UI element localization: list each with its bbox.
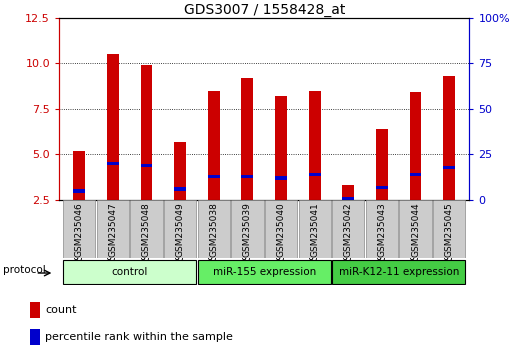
- FancyBboxPatch shape: [400, 200, 432, 258]
- Text: percentile rank within the sample: percentile rank within the sample: [45, 332, 233, 342]
- Bar: [174, 142, 186, 200]
- Text: GSM235041: GSM235041: [310, 202, 319, 257]
- FancyBboxPatch shape: [265, 200, 297, 258]
- Bar: [242, 78, 253, 200]
- FancyBboxPatch shape: [198, 200, 230, 258]
- Text: GSM235049: GSM235049: [175, 202, 185, 257]
- Bar: [30, 329, 41, 345]
- FancyBboxPatch shape: [332, 200, 364, 258]
- Bar: [208, 91, 220, 200]
- FancyBboxPatch shape: [433, 200, 465, 258]
- Text: protocol: protocol: [3, 266, 46, 275]
- FancyBboxPatch shape: [332, 260, 465, 284]
- Text: GSM235043: GSM235043: [378, 202, 386, 257]
- Bar: [376, 185, 388, 189]
- Text: GSM235048: GSM235048: [142, 202, 151, 257]
- Title: GDS3007 / 1558428_at: GDS3007 / 1558428_at: [184, 3, 345, 17]
- FancyBboxPatch shape: [366, 200, 398, 258]
- FancyBboxPatch shape: [164, 200, 196, 258]
- Bar: [107, 162, 119, 165]
- Bar: [410, 92, 422, 200]
- Bar: [342, 196, 354, 200]
- Text: control: control: [111, 267, 148, 277]
- FancyBboxPatch shape: [299, 200, 331, 258]
- Bar: [443, 166, 455, 169]
- FancyBboxPatch shape: [63, 200, 95, 258]
- Text: miR-K12-11 expression: miR-K12-11 expression: [339, 267, 459, 277]
- FancyBboxPatch shape: [198, 260, 331, 284]
- Bar: [242, 175, 253, 178]
- Text: GSM235045: GSM235045: [445, 202, 453, 257]
- Bar: [30, 302, 41, 318]
- Bar: [309, 173, 321, 176]
- Bar: [141, 164, 152, 167]
- Text: GSM235040: GSM235040: [277, 202, 286, 257]
- FancyBboxPatch shape: [63, 260, 196, 284]
- FancyBboxPatch shape: [96, 200, 129, 258]
- Bar: [208, 175, 220, 178]
- Bar: [107, 54, 119, 200]
- Text: GSM235039: GSM235039: [243, 202, 252, 257]
- Bar: [275, 96, 287, 200]
- Text: miR-155 expression: miR-155 expression: [212, 267, 316, 277]
- Text: GSM235047: GSM235047: [108, 202, 117, 257]
- Text: GSM235042: GSM235042: [344, 202, 353, 257]
- FancyBboxPatch shape: [231, 200, 264, 258]
- Bar: [410, 173, 422, 176]
- Text: GSM235046: GSM235046: [75, 202, 84, 257]
- Bar: [275, 177, 287, 180]
- Text: GSM235038: GSM235038: [209, 202, 218, 257]
- Bar: [174, 187, 186, 191]
- Text: GSM235044: GSM235044: [411, 202, 420, 257]
- Bar: [443, 76, 455, 200]
- Bar: [309, 91, 321, 200]
- FancyBboxPatch shape: [130, 200, 163, 258]
- Bar: [73, 189, 85, 193]
- Bar: [342, 185, 354, 200]
- Bar: [376, 129, 388, 200]
- Text: count: count: [45, 305, 76, 315]
- Bar: [141, 65, 152, 200]
- Bar: [73, 151, 85, 200]
